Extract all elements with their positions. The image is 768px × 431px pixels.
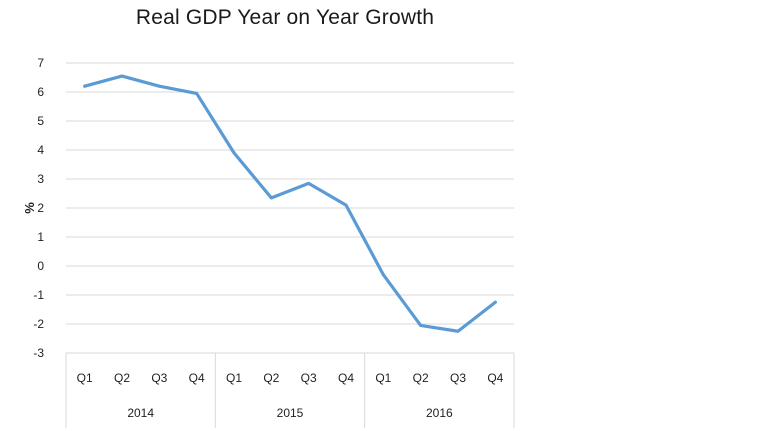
x-group-label: 2015: [277, 406, 304, 420]
x-tick-label: Q3: [301, 371, 317, 385]
x-tick-label: Q3: [450, 371, 466, 385]
y-tick-label: -1: [33, 288, 44, 302]
series-line: [83, 74, 497, 333]
y-tick-label: 4: [37, 143, 44, 157]
x-tick-label: Q1: [77, 371, 93, 385]
data-point: [269, 196, 273, 200]
data-point: [195, 92, 199, 95]
x-tick-label: Q3: [151, 371, 167, 385]
data-point: [344, 203, 348, 207]
y-tick-label: -2: [33, 317, 44, 331]
data-point: [83, 84, 87, 88]
chart-title: Real GDP Year on Year Growth: [135, 6, 435, 29]
y-tick-label: 6: [37, 85, 44, 99]
x-tick-label: Q1: [375, 371, 391, 385]
data-point: [232, 151, 236, 155]
data-point: [493, 300, 497, 304]
x-tick-label: Q2: [413, 371, 429, 385]
data-point: [120, 74, 124, 78]
data-point: [307, 181, 311, 185]
y-tick-label: 1: [37, 230, 44, 244]
x-tick-label: Q2: [263, 371, 279, 385]
x-group-label: 2014: [127, 406, 154, 420]
y-tick-label: 3: [37, 172, 44, 186]
y-axis-title: %: [22, 202, 37, 214]
data-point: [419, 324, 423, 327]
y-tick-label: 2: [37, 201, 44, 215]
x-tick-label: Q4: [487, 371, 503, 385]
y-tick-label: 5: [37, 114, 44, 128]
y-tick-label: -3: [33, 346, 44, 360]
x-tick-label: Q4: [189, 371, 205, 385]
y-tick-label: 7: [37, 56, 44, 70]
x-tick-label: Q4: [338, 371, 354, 385]
x-group-label: 2016: [426, 406, 453, 420]
y-tick-label: 0: [37, 259, 44, 273]
data-point: [456, 329, 460, 333]
x-tick-label: Q2: [114, 371, 130, 385]
x-tick-label: Q1: [226, 371, 242, 385]
data-point: [157, 84, 161, 88]
data-point: [381, 273, 385, 277]
